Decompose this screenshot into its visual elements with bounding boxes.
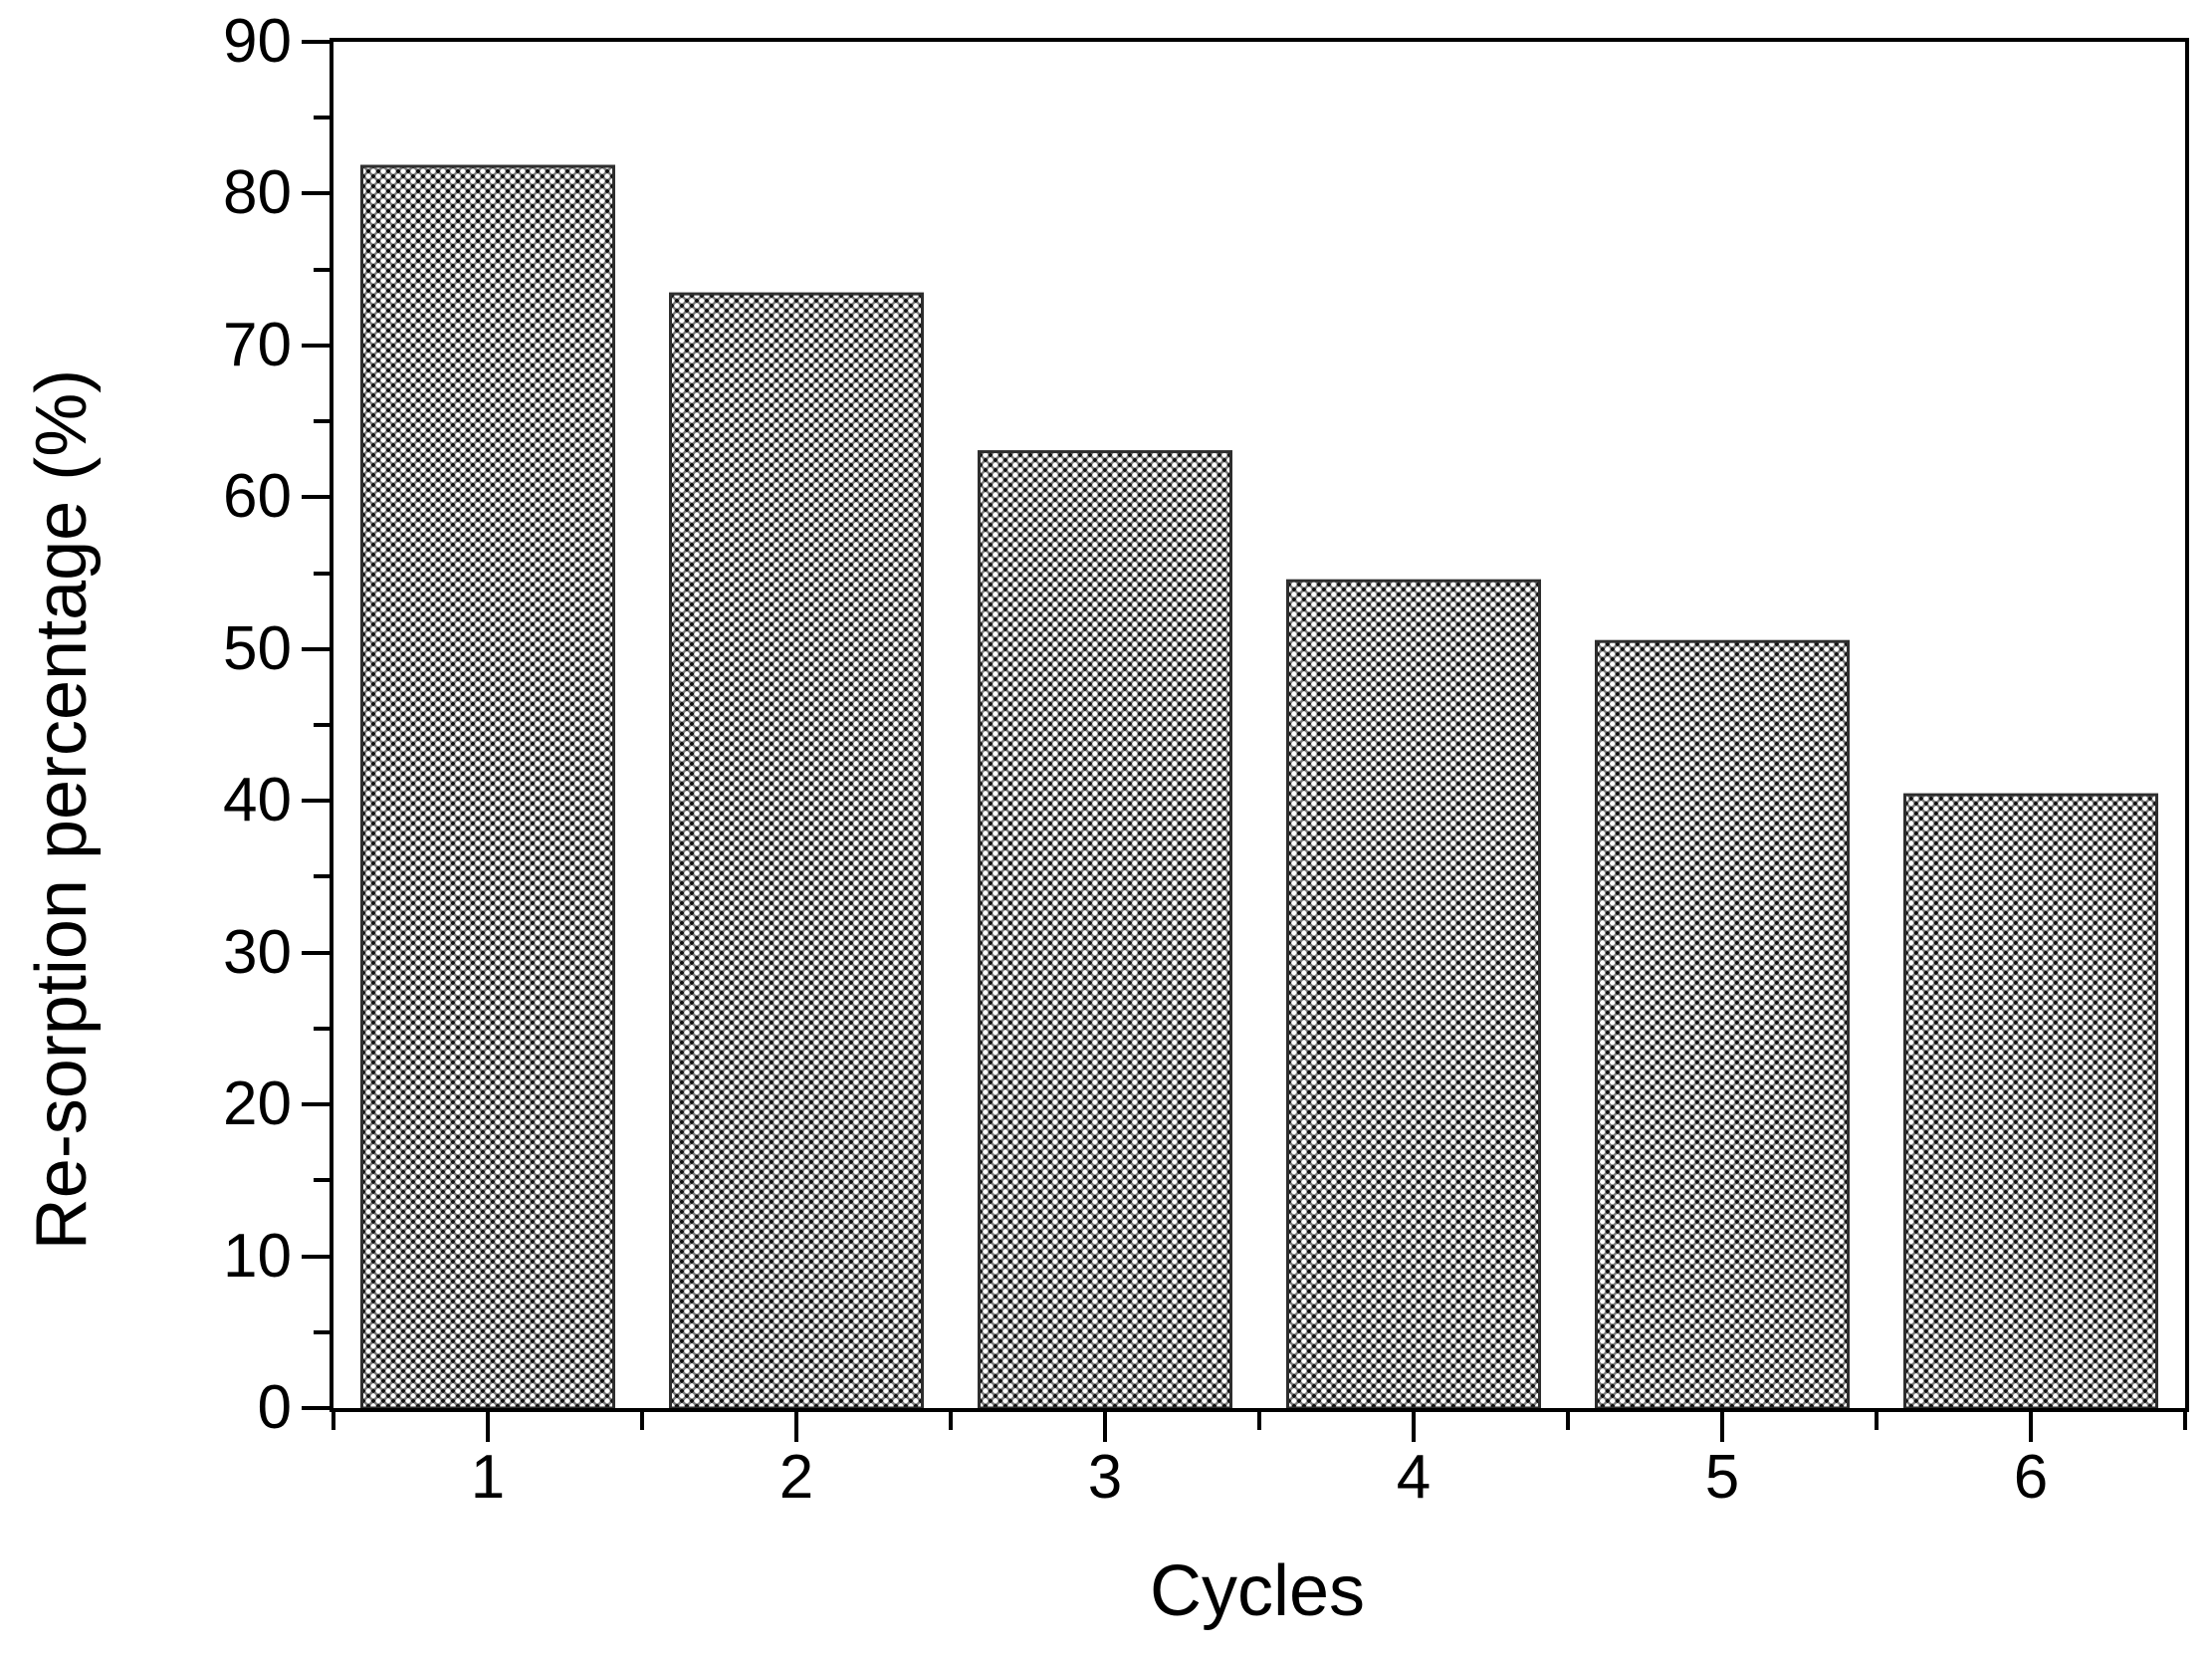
x-minor-tick bbox=[1257, 1412, 1261, 1430]
y-minor-tick bbox=[314, 1329, 330, 1334]
x-tick-label: 1 bbox=[470, 1443, 506, 1512]
y-major-tick bbox=[302, 646, 330, 651]
x-tick-label: 6 bbox=[2013, 1443, 2049, 1512]
y-tick-label: 0 bbox=[257, 1373, 292, 1442]
y-tick-label: 20 bbox=[223, 1069, 292, 1139]
x-tick-label: 4 bbox=[1396, 1443, 1432, 1512]
y-major-tick bbox=[302, 40, 330, 44]
y-tick-label: 70 bbox=[223, 310, 292, 379]
y-major-tick bbox=[302, 343, 330, 348]
y-major-tick bbox=[302, 799, 330, 804]
plot-area bbox=[330, 38, 2189, 1412]
x-major-tick bbox=[794, 1412, 798, 1442]
x-major-tick bbox=[1103, 1412, 1107, 1442]
x-minor-tick bbox=[640, 1412, 644, 1430]
bars-canvas bbox=[360, 164, 2158, 1408]
y-tick-label: 80 bbox=[223, 158, 292, 228]
x-minor-tick bbox=[949, 1412, 953, 1430]
x-minor-tick bbox=[2183, 1412, 2187, 1430]
bar-cycle-4 bbox=[1286, 579, 1541, 1408]
x-minor-tick bbox=[1875, 1412, 1879, 1430]
y-major-tick bbox=[302, 1102, 330, 1107]
x-minor-tick bbox=[332, 1412, 335, 1430]
y-tick-label: 10 bbox=[223, 1221, 292, 1291]
x-tick-label: 2 bbox=[778, 1443, 814, 1512]
bar-cycle-1 bbox=[360, 164, 615, 1408]
bar-cycle-2 bbox=[669, 292, 924, 1408]
y-tick-label: 60 bbox=[223, 462, 292, 532]
y-tick-label: 90 bbox=[223, 7, 292, 76]
y-major-tick bbox=[302, 1406, 330, 1410]
bar-cycle-6 bbox=[1903, 793, 2158, 1408]
y-major-tick bbox=[302, 191, 330, 196]
x-axis-title: Cycles bbox=[1149, 1551, 1366, 1631]
y-minor-tick bbox=[314, 267, 330, 272]
y-tick-label: 50 bbox=[223, 613, 292, 683]
y-minor-tick bbox=[314, 419, 330, 424]
y-minor-tick bbox=[314, 571, 330, 576]
y-minor-tick bbox=[314, 1026, 330, 1031]
x-major-tick bbox=[1412, 1412, 1416, 1442]
x-tick-label: 5 bbox=[1704, 1443, 1740, 1512]
x-major-tick bbox=[1720, 1412, 1724, 1442]
y-major-tick bbox=[302, 950, 330, 955]
x-major-tick bbox=[486, 1412, 490, 1442]
bar-cycle-3 bbox=[978, 450, 1232, 1408]
x-tick-label: 3 bbox=[1087, 1443, 1123, 1512]
y-minor-tick bbox=[314, 723, 330, 727]
y-minor-tick bbox=[314, 874, 330, 879]
x-major-tick bbox=[2029, 1412, 2033, 1442]
bar-cycle-5 bbox=[1595, 639, 1850, 1408]
y-minor-tick bbox=[314, 1178, 330, 1183]
bars-group bbox=[360, 164, 2158, 1408]
y-tick-label: 40 bbox=[223, 766, 292, 835]
x-minor-tick bbox=[1566, 1412, 1570, 1430]
y-major-tick bbox=[302, 495, 330, 500]
y-minor-tick bbox=[314, 116, 330, 120]
y-tick-label: 30 bbox=[223, 917, 292, 987]
y-major-tick bbox=[302, 1254, 330, 1259]
